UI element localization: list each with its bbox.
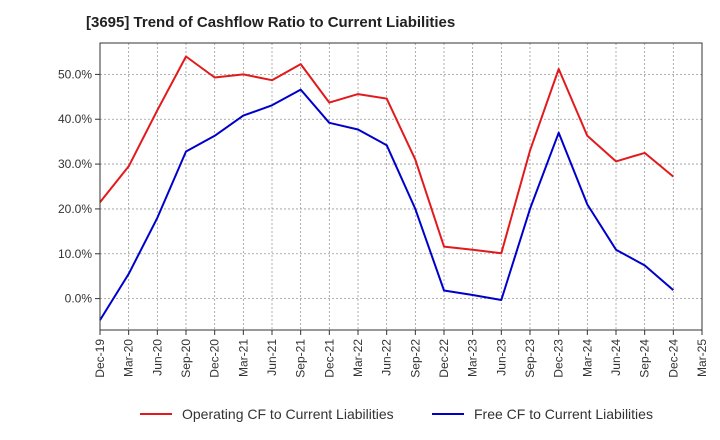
plot-frame <box>99 42 703 331</box>
x-tick-label: Jun-23 <box>494 339 508 376</box>
x-tick-label: Sep-23 <box>523 339 537 378</box>
x-tick-label: Dec-23 <box>552 339 566 378</box>
y-tick-label: 30.0% <box>58 157 92 171</box>
x-tick-label: Mar-25 <box>695 339 709 377</box>
x-tick-label: Sep-20 <box>179 339 193 378</box>
x-tick-label: Jun-24 <box>609 339 623 376</box>
x-tick-label: Jun-20 <box>150 339 164 376</box>
x-tick-label: Mar-24 <box>580 339 594 377</box>
x-tick-label: Sep-22 <box>408 339 422 378</box>
x-tick-label: Sep-21 <box>294 339 308 378</box>
y-tick-label: 0.0% <box>65 292 93 306</box>
chart-title: [3695] Trend of Cashflow Ratio to Curren… <box>86 14 456 31</box>
y-tick-label: 10.0% <box>58 247 92 261</box>
x-tick-label: Dec-19 <box>93 339 107 378</box>
y-tick-label: 20.0% <box>58 202 92 216</box>
x-tick-label: Mar-20 <box>122 339 136 377</box>
x-tick-label: Dec-24 <box>666 339 680 378</box>
series-line-1 <box>99 88 674 321</box>
x-tick-label: Jun-21 <box>265 339 279 376</box>
x-tick-label: Sep-24 <box>638 339 652 378</box>
legend-label-0: Operating CF to Current Liabilities <box>182 406 394 422</box>
y-tick-label: 40.0% <box>58 112 92 126</box>
series-line-0 <box>99 55 674 255</box>
x-tick-label: Dec-22 <box>437 339 451 378</box>
x-tick-label: Mar-23 <box>466 339 480 377</box>
x-tick-label: Mar-22 <box>351 339 365 377</box>
x-tick-label: Dec-20 <box>208 339 222 378</box>
legend-label-1: Free CF to Current Liabilities <box>474 406 653 422</box>
x-tick-label: Mar-21 <box>236 339 250 377</box>
x-tick-label: Dec-21 <box>322 339 336 378</box>
x-tick-label: Jun-22 <box>380 339 394 376</box>
y-tick-label: 50.0% <box>58 67 92 81</box>
